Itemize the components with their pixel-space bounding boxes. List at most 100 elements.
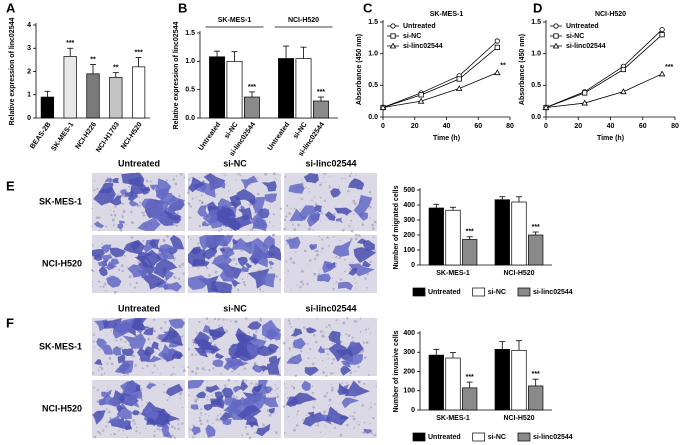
- micrograph-speck: [227, 378, 231, 382]
- micrograph-speck: [279, 374, 282, 377]
- micrograph-speck: [226, 319, 228, 321]
- micrograph-speck: [206, 380, 209, 383]
- micrograph-speck: [319, 196, 322, 199]
- x-tick-label: 60: [639, 123, 647, 130]
- micrograph-speck: [289, 350, 291, 352]
- micrograph-speck: [96, 187, 99, 190]
- micrograph-speck: [322, 333, 325, 336]
- cell: [349, 341, 357, 347]
- cell: [247, 321, 262, 330]
- micrograph-speck: [151, 371, 154, 374]
- micrograph-speck: [346, 381, 348, 384]
- micrograph-speck: [324, 331, 326, 333]
- micrograph-speck: [330, 327, 332, 329]
- cell: [286, 353, 303, 365]
- micrograph-speck: [339, 402, 341, 405]
- micrograph-speck: [126, 436, 129, 439]
- micrograph-speck: [328, 244, 331, 247]
- legend-label: si-linc02544: [403, 43, 443, 50]
- micrograph-speck: [375, 385, 378, 388]
- micrograph-speck: [91, 371, 95, 375]
- micrograph-speck: [206, 266, 209, 270]
- bar: [295, 58, 312, 119]
- micrograph-speck: [339, 433, 343, 437]
- micrograph-speck: [239, 173, 242, 177]
- micrograph-speck: [179, 281, 181, 283]
- micrograph-speck: [296, 284, 298, 286]
- cell: [363, 428, 373, 434]
- bar: [428, 354, 444, 411]
- micrograph-speck: [347, 334, 351, 337]
- micrograph-speck: [368, 191, 372, 194]
- micrograph-speck: [231, 370, 234, 373]
- line: [382, 40, 498, 108]
- micrograph-speck: [235, 380, 237, 382]
- micrograph-speck: [164, 321, 167, 324]
- micrograph-speck: [349, 262, 351, 264]
- micrograph-speck: [262, 422, 264, 425]
- micrograph-speck: [269, 204, 272, 207]
- micrograph-speck: [290, 325, 293, 328]
- y-tick-label: 100: [403, 388, 415, 395]
- y-axis-label: Relative expression of linc02544: [173, 22, 180, 130]
- micrograph-speck: [175, 175, 178, 178]
- y-tick-label: 0.0: [185, 115, 195, 122]
- micrograph-speck: [121, 269, 124, 273]
- panel-letter: A: [6, 0, 16, 15]
- micrograph-speck: [358, 234, 361, 238]
- micrograph-speck: [308, 191, 311, 193]
- cell: [117, 353, 126, 364]
- y-tick-label: 0: [411, 407, 415, 414]
- cell: [341, 360, 351, 368]
- micrograph-speck: [254, 384, 257, 388]
- cell: [109, 247, 126, 258]
- micrograph-speck: [170, 425, 174, 429]
- cell: [260, 273, 276, 288]
- significance: **: [113, 65, 119, 72]
- cell: [221, 248, 235, 260]
- micrograph-speck: [92, 285, 94, 288]
- cell: [256, 423, 271, 437]
- micrograph-speck: [274, 177, 277, 179]
- micrograph-speck: [330, 383, 332, 386]
- micrograph-speck: [291, 223, 294, 226]
- micrograph-speck: [259, 288, 262, 291]
- cell: [101, 389, 112, 399]
- micrograph-speck: [178, 264, 182, 268]
- y-tick-label: 1.5: [531, 19, 541, 26]
- micrograph-speck: [205, 317, 209, 321]
- cell: [262, 208, 270, 218]
- cell: [143, 346, 155, 357]
- cell: [154, 408, 180, 426]
- cell: [157, 343, 177, 360]
- micrograph-speck: [241, 434, 243, 437]
- cell: [219, 265, 235, 282]
- micrograph-speck: [223, 172, 226, 175]
- marker: [455, 85, 463, 91]
- micrograph-speck: [373, 433, 377, 437]
- micrograph-speck: [311, 385, 314, 388]
- micrograph-speck: [146, 364, 149, 368]
- micrograph-speck: [130, 210, 133, 214]
- micrograph-speck: [92, 340, 95, 343]
- micrograph-speck: [187, 235, 190, 239]
- micrograph-speck: [255, 382, 258, 386]
- legend-marker: [390, 23, 396, 29]
- marker: [542, 104, 550, 110]
- micrograph-speck: [195, 196, 197, 198]
- cell: [118, 220, 125, 224]
- panel-letter: F: [6, 315, 14, 330]
- cell: [131, 410, 140, 416]
- x-tick-label: 0: [544, 123, 548, 130]
- marker: [494, 44, 500, 50]
- micrograph-speck: [276, 387, 279, 390]
- micrograph-speck: [102, 429, 105, 432]
- marker: [620, 66, 627, 73]
- micrograph-speck: [131, 354, 135, 358]
- panel-letter: B: [178, 0, 187, 15]
- micrograph-speck: [319, 183, 322, 187]
- micrograph-speck: [247, 276, 249, 278]
- micrograph-speck: [198, 199, 201, 202]
- cell: [250, 213, 267, 228]
- micrograph-speck: [242, 280, 246, 284]
